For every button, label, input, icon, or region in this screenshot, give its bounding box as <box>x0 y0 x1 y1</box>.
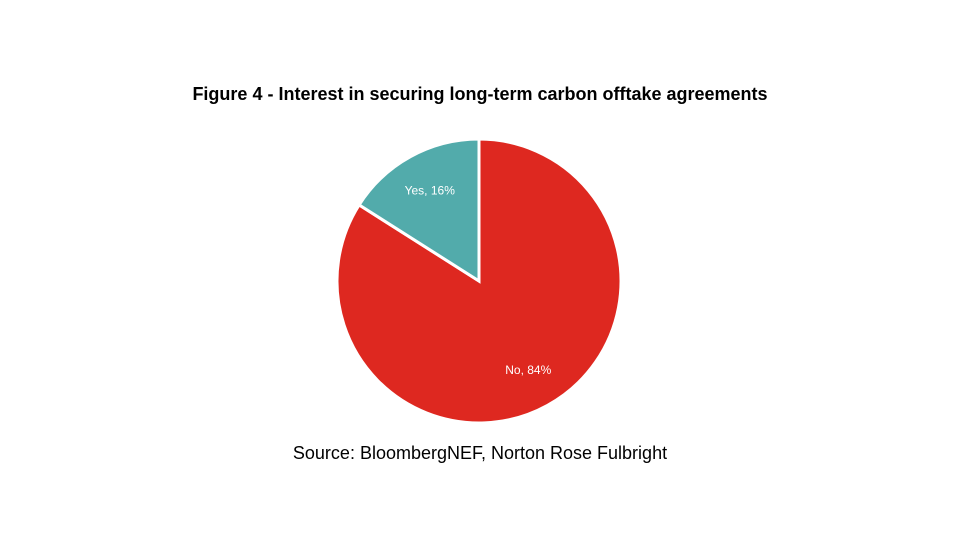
pie-labels: No, 84% Yes, 16% <box>405 184 552 377</box>
slice-label-yes: Yes, 16% <box>405 184 456 198</box>
chart-source: Source: BloombergNEF, Norton Rose Fulbri… <box>292 443 668 463</box>
chart-title: Figure 4 - Interest in securing long-ter… <box>192 84 768 104</box>
slice-label-no: No, 84% <box>505 363 551 377</box>
pie-slice-yes <box>357 137 481 284</box>
pie-slices <box>335 137 623 425</box>
